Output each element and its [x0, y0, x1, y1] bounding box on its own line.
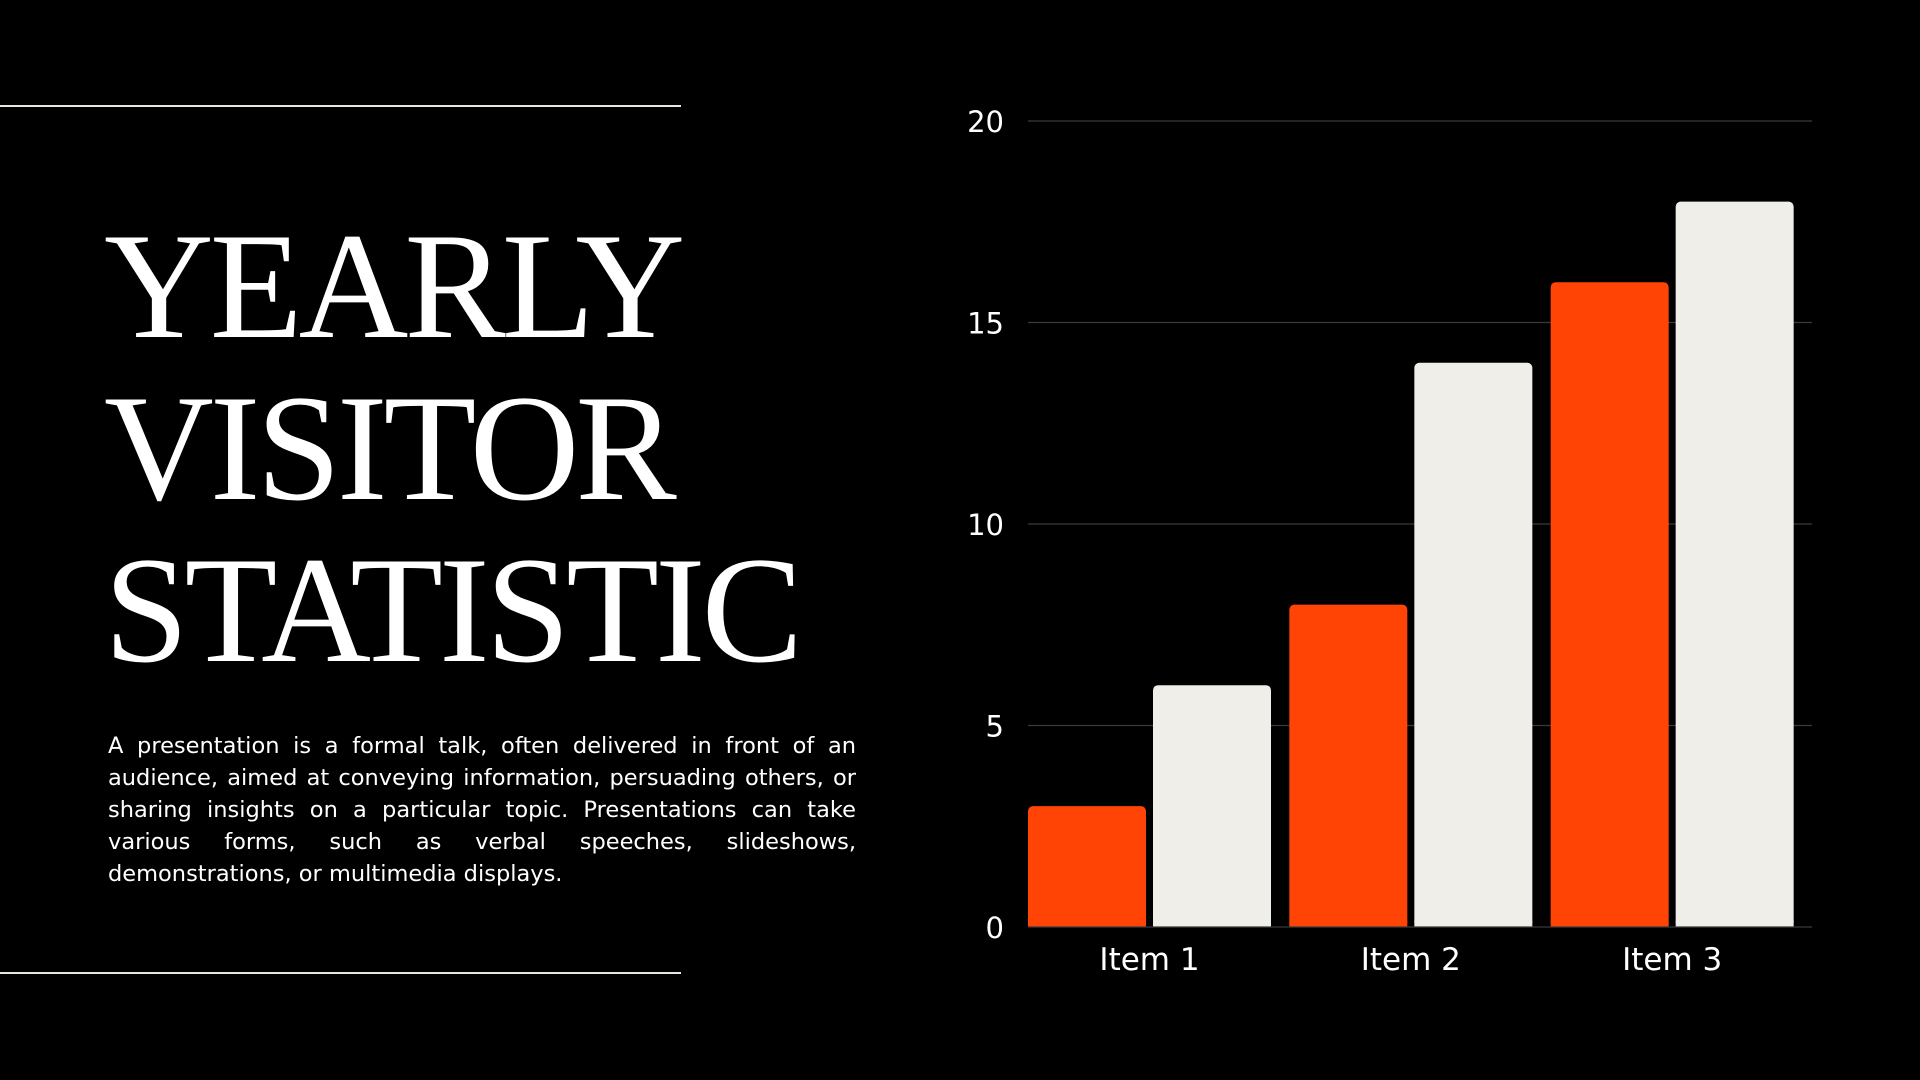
title-line-2: VISITOR — [104, 364, 677, 532]
x-tick-label: Item 2 — [1361, 942, 1461, 978]
bar-base-item-1-series-2 — [1153, 921, 1271, 927]
y-tick-label: 20 — [967, 105, 1004, 139]
bar-base-item-3-series-2 — [1675, 921, 1794, 927]
y-tick-label: 5 — [986, 710, 1004, 744]
title-line-3: STATISTIC — [104, 526, 803, 694]
bar-base-item-2-series-1 — [1289, 921, 1408, 927]
y-tick-label: 10 — [967, 508, 1004, 542]
x-tick-label: Item 3 — [1622, 942, 1722, 978]
bar-item-2-series-2 — [1414, 362, 1533, 927]
bar-base-item-2-series-2 — [1414, 921, 1533, 927]
title-line-1: YEARLY — [104, 202, 685, 370]
bar-item-1-series-2 — [1153, 685, 1271, 927]
y-tick-label: 15 — [967, 307, 1004, 341]
bar-base-item-3-series-1 — [1550, 921, 1669, 927]
bar-item-3-series-2 — [1675, 201, 1794, 928]
slide-description: A presentation is a formal talk, often d… — [108, 733, 856, 887]
top-divider-line — [0, 105, 681, 107]
x-tick-label: Item 1 — [1099, 942, 1199, 978]
bar-base-item-1-series-1 — [1028, 921, 1146, 927]
bar-item-3-series-1 — [1550, 282, 1669, 927]
slide-title: YEARLY VISITOR STATISTIC — [104, 205, 884, 691]
y-tick-label: 0 — [986, 911, 1004, 945]
bottom-divider-line — [0, 972, 681, 974]
bar-item-2-series-1 — [1289, 604, 1408, 927]
bar-chart: 0 5 10 15 20 Item 1 Item 2 Item 3 — [967, 105, 1812, 978]
bar-item-1-series-1 — [1028, 806, 1146, 927]
